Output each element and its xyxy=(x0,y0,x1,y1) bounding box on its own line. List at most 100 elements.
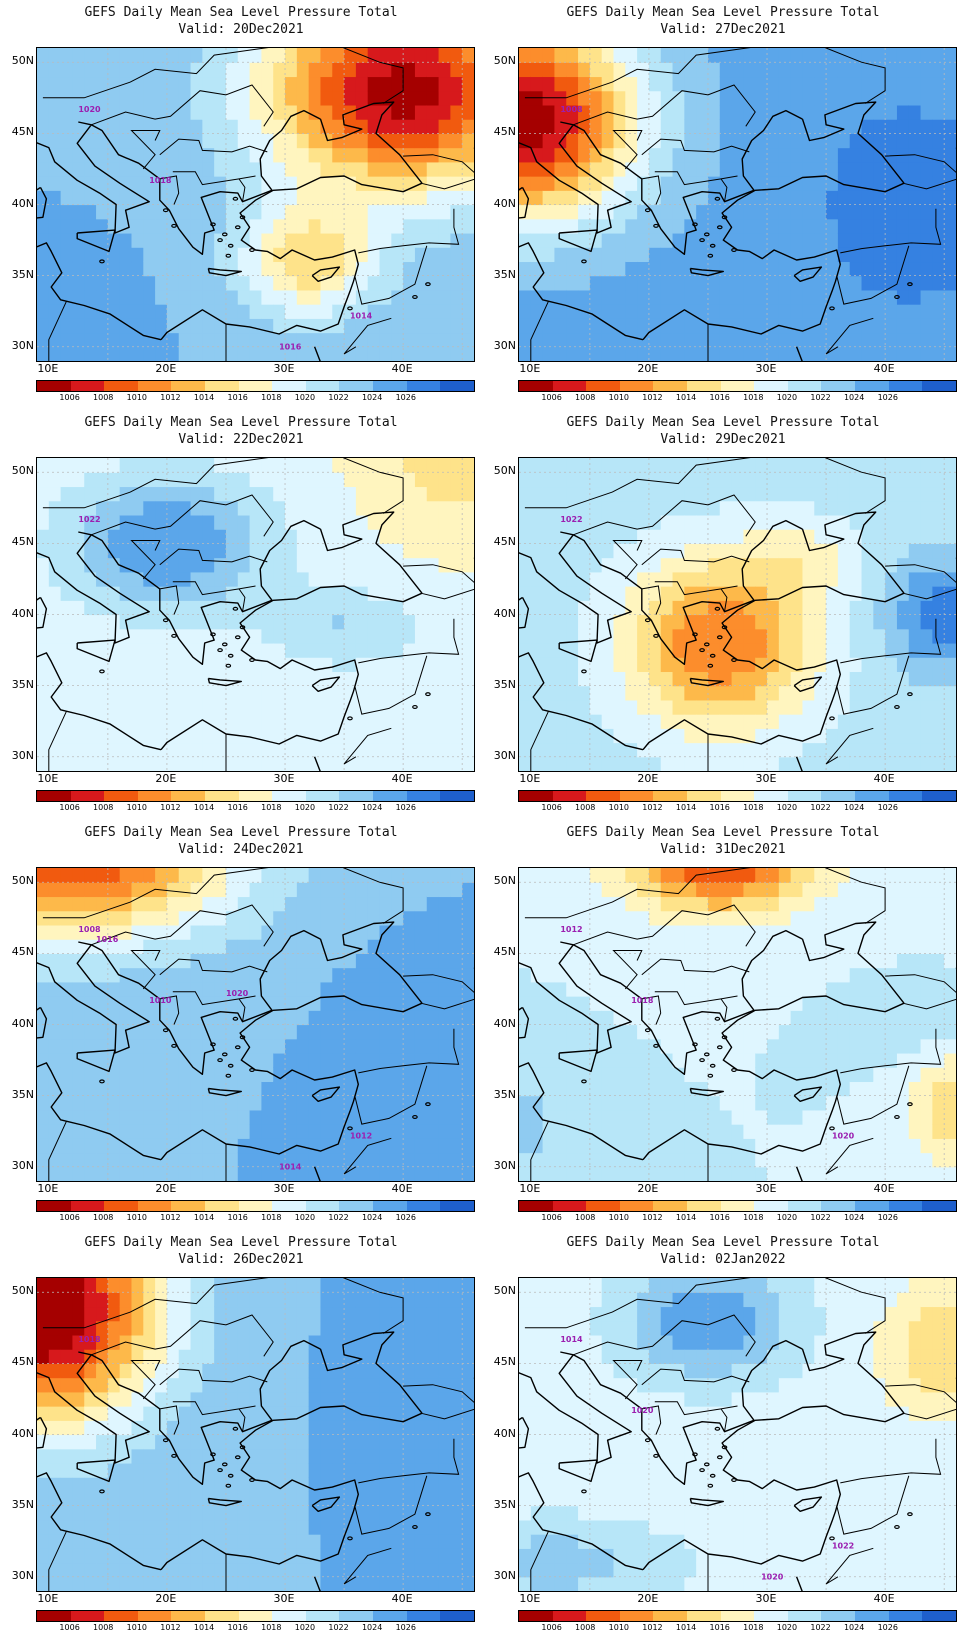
borders xyxy=(42,458,474,771)
lon-tick-label: 30E xyxy=(755,1182,777,1195)
lon-tick-label: 40E xyxy=(873,772,895,785)
colorbar-swatch xyxy=(373,1611,407,1621)
colorbar-swatch xyxy=(104,1201,138,1211)
panel-title: GEFS Daily Mean Sea Level Pressure Total xyxy=(84,825,398,840)
colorbar-swatch xyxy=(339,381,374,391)
colorbar-label: 1008 xyxy=(575,803,596,812)
colorbar-swatch xyxy=(821,791,856,801)
colorbar-swatch xyxy=(888,791,923,801)
isobar-label: 1018 xyxy=(149,176,172,185)
colorbar-label: 1010 xyxy=(608,803,630,812)
coastlines xyxy=(519,511,956,771)
colorbar xyxy=(518,790,957,802)
pressure-map: 1022 xyxy=(36,457,475,772)
lon-tick-label: 40E xyxy=(873,1592,895,1605)
colorbar-label: 1022 xyxy=(328,393,349,402)
lon-tick-label: 20E xyxy=(637,1592,659,1605)
isobar-label: 1022 xyxy=(832,1541,854,1550)
lat-tick-label: 40N xyxy=(11,606,34,620)
colorbar-label: 1010 xyxy=(126,803,148,812)
coastlines xyxy=(37,101,474,361)
colorbar-label: 1006 xyxy=(59,393,80,402)
isobar-label: 1022 xyxy=(560,515,582,524)
pressure-field xyxy=(519,458,956,771)
isobar-labels: 1022 xyxy=(78,515,100,524)
colorbar xyxy=(518,1200,957,1212)
colorbar-swatch xyxy=(687,1201,721,1211)
colorbar-swatch xyxy=(653,381,688,391)
lat-tick-label: 45N xyxy=(493,535,516,549)
colorbar-label: 1016 xyxy=(709,1213,730,1222)
colorbar-swatch xyxy=(238,381,273,391)
colorbar-label: 1012 xyxy=(160,1213,181,1222)
pressure-map-svg: 1008 1010 1012 1014 1016 1020 xyxy=(37,868,474,1181)
colorbar-label: 1024 xyxy=(843,1213,865,1222)
colorbar-label: 1024 xyxy=(361,393,383,402)
coastlines xyxy=(519,921,956,1181)
colorbar-swatch xyxy=(137,791,172,801)
colorbar-label: 1024 xyxy=(843,393,865,402)
pressure-map: 1012 1018 1020 xyxy=(518,867,957,1182)
lat-tick-label: 45N xyxy=(11,945,34,959)
colorbar xyxy=(518,1610,957,1622)
colorbar-label: 1012 xyxy=(160,803,181,812)
colorbar-label: 1006 xyxy=(541,803,562,812)
valid-date: Valid: 22Dec2021 xyxy=(178,432,304,447)
panel-title: GEFS Daily Mean Sea Level Pressure Total xyxy=(566,5,880,20)
colorbar-label: 1022 xyxy=(810,1213,831,1222)
colorbar-label: 1018 xyxy=(261,1623,282,1632)
colorbar-swatch xyxy=(137,1611,172,1621)
colorbar-swatch xyxy=(373,381,407,391)
colorbar-swatch xyxy=(619,791,654,801)
colorbar-swatch xyxy=(821,381,856,391)
pressure-map: 1022 xyxy=(518,457,957,772)
colorbar-swatch xyxy=(687,1611,721,1621)
pressure-map: 1020 1018 1014 1016 xyxy=(36,47,475,362)
coastlines xyxy=(37,921,474,1181)
colorbar-label: 1012 xyxy=(642,1623,663,1632)
lat-tick-label: 50N xyxy=(11,54,34,68)
lon-tick-label: 10E xyxy=(37,1592,59,1605)
colorbar-swatch xyxy=(70,1201,105,1211)
colorbar-swatch xyxy=(272,1611,306,1621)
isobar-label: 1016 xyxy=(96,935,119,944)
panel-title: GEFS Daily Mean Sea Level Pressure Total xyxy=(566,415,880,430)
colorbar-swatch xyxy=(754,381,788,391)
colorbar-label: 1016 xyxy=(709,803,730,812)
colorbar-label: 1020 xyxy=(776,393,798,402)
colorbar-swatch xyxy=(37,1201,71,1211)
colorbar-label: 1010 xyxy=(608,1213,630,1222)
colorbar-label: 1014 xyxy=(675,1623,697,1632)
colorbar-swatch xyxy=(238,1201,273,1211)
isobar-label: 1020 xyxy=(631,1406,654,1415)
colorbar-swatch xyxy=(70,1611,105,1621)
colorbar-swatch xyxy=(720,1201,755,1211)
lat-tick-label: 30N xyxy=(11,1568,34,1582)
lon-tick-label: 20E xyxy=(637,362,659,375)
colorbar xyxy=(518,380,957,392)
colorbar-label: 1012 xyxy=(160,1623,181,1632)
colorbar-swatch xyxy=(171,791,206,801)
lon-tick-label: 30E xyxy=(755,1592,777,1605)
lat-tick-label: 40N xyxy=(493,1016,516,1030)
graticule xyxy=(519,868,956,1181)
map-panel: GEFS Daily Mean Sea Level Pressure Total… xyxy=(0,1230,482,1640)
colorbar-swatch xyxy=(787,1611,822,1621)
lon-tick-label: 40E xyxy=(391,1182,413,1195)
colorbar-label: 1026 xyxy=(395,393,416,402)
isobar-label: 1020 xyxy=(226,989,249,998)
colorbar-swatch xyxy=(104,381,138,391)
lat-tick-label: 45N xyxy=(493,945,516,959)
pressure-map-svg: 1008 xyxy=(519,48,956,361)
isobar-label: 1014 xyxy=(279,1163,302,1172)
valid-date: Valid: 29Dec2021 xyxy=(660,432,786,447)
lat-tick-label: 35N xyxy=(493,267,516,281)
isobar-labels: 1008 xyxy=(560,105,583,114)
colorbar-swatch xyxy=(137,381,172,391)
lat-tick-label: 35N xyxy=(11,267,34,281)
pressure-field xyxy=(37,868,474,1181)
colorbar-label: 1026 xyxy=(877,393,898,402)
coastlines xyxy=(519,101,956,361)
pressure-map: 1008 1010 1012 1014 1016 1020 xyxy=(36,867,475,1182)
pressure-field xyxy=(37,48,474,361)
